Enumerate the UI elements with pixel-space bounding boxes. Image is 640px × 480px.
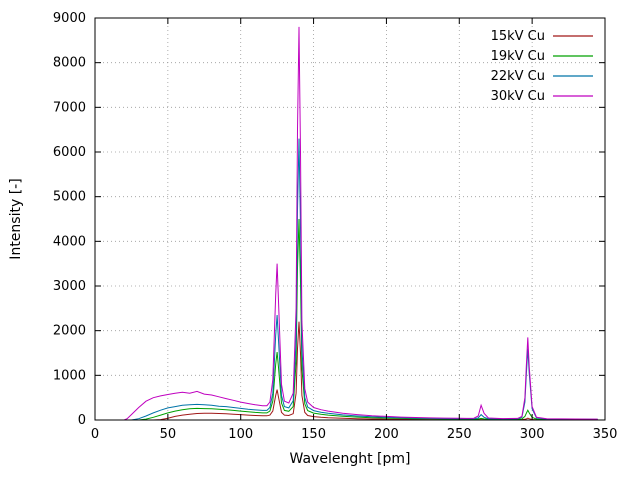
y-tick-label: 3000 (53, 279, 86, 294)
legend-entry: 19kV Cu (491, 49, 593, 64)
x-tick-label: 150 (301, 427, 326, 442)
series-line-19kv-cu (95, 218, 598, 421)
series-line-15kv-cu (95, 321, 598, 421)
series-line-22kv-cu (95, 138, 598, 421)
y-tick-label: 5000 (53, 190, 86, 205)
legend-label: 30kV Cu (491, 89, 545, 104)
tick-layer: 0 50 100 150 200 250 300 350 0 1000 2000 3000 4000 50… (53, 11, 618, 442)
series-layer (95, 26, 598, 421)
y-tick-label: 7000 (53, 100, 86, 115)
y-tick-label: 4000 (53, 234, 86, 249)
y-tick-label: 2000 (53, 324, 86, 339)
x-tick-label: 350 (593, 427, 618, 442)
legend-label: 19kV Cu (491, 49, 545, 64)
plot-border (94, 17, 606, 421)
legend-layer: 15kV Cu 19kV Cu 22kV Cu 30kV Cu (491, 29, 593, 104)
legend-entry: 30kV Cu (491, 89, 593, 104)
plot-border-layer (94, 17, 606, 421)
legend-entry: 15kV Cu (491, 29, 593, 44)
legend-label: 15kV Cu (491, 29, 545, 44)
x-tick-label: 0 (91, 427, 99, 442)
y-axis-label: Intensity [-] (8, 178, 24, 259)
y-tick-label: 6000 (53, 145, 86, 160)
y-tick-label: 0 (78, 413, 86, 428)
x-tick-label: 200 (374, 427, 399, 442)
legend-label: 22kV Cu (491, 69, 545, 84)
legend-entry: 22kV Cu (491, 69, 593, 84)
x-tick-label: 100 (228, 427, 253, 442)
y-tick-label: 9000 (53, 11, 86, 26)
x-tick-label: 250 (447, 427, 472, 442)
x-tick-label: 300 (520, 427, 545, 442)
x-tick-label: 50 (160, 427, 177, 442)
series-line-30kv-cu (95, 26, 598, 421)
y-tick-label: 8000 (53, 56, 86, 71)
y-tick-label: 1000 (53, 368, 86, 383)
x-axis-label: Wavelenght [pm] (290, 451, 411, 467)
